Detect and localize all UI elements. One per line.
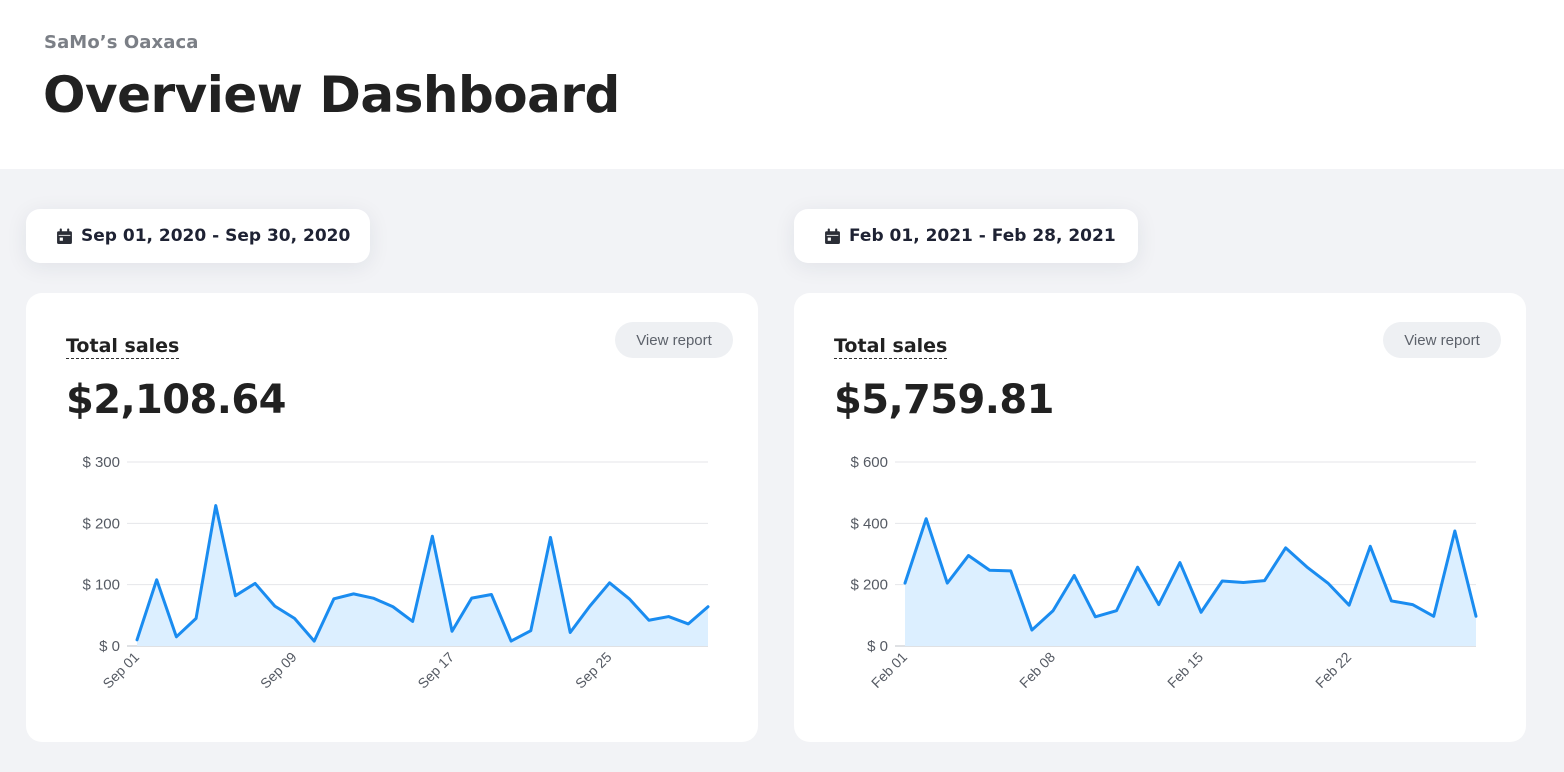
y-tick-label: $ 600 xyxy=(850,454,888,471)
card-title[interactable]: Total sales xyxy=(834,335,948,359)
total-sales-card-left: Total sales View report $2,108.64 xyxy=(26,293,758,742)
y-tick-label: $ 0 xyxy=(99,638,120,655)
y-tick-label: $ 200 xyxy=(82,515,120,532)
x-tick-label: Feb 15 xyxy=(1164,649,1206,691)
sales-line xyxy=(135,504,710,643)
x-tick-label: Feb 08 xyxy=(1016,649,1058,691)
y-tick-label: $ 400 xyxy=(850,515,888,532)
date-range-label: Sep 01, 2020 - Sep 30, 2020 xyxy=(81,226,351,246)
total-sales-value: $2,108.64 xyxy=(66,377,286,423)
y-tick-label: $ 200 xyxy=(850,577,888,594)
x-tick-label: Sep 25 xyxy=(572,649,615,692)
total-sales-card-right: Total sales View report $5,759.81 xyxy=(794,293,1526,742)
date-range-picker-right[interactable]: Feb 01, 2021 - Feb 28, 2021 xyxy=(794,209,1138,263)
sales-area xyxy=(905,518,1476,646)
calendar-icon xyxy=(825,228,840,244)
sales-line xyxy=(903,517,1478,632)
total-sales-value: $5,759.81 xyxy=(834,377,1054,423)
card-title[interactable]: Total sales xyxy=(66,335,180,359)
x-tick-label: Feb 22 xyxy=(1312,649,1354,691)
view-report-button[interactable]: View report xyxy=(615,322,733,358)
x-tick-label: Feb 01 xyxy=(868,649,910,691)
x-tick-label: Sep 01 xyxy=(99,649,142,692)
store-name: SaMo’s Oaxaca xyxy=(44,32,199,53)
y-tick-label: $ 0 xyxy=(867,638,888,655)
date-range-picker-left[interactable]: Sep 01, 2020 - Sep 30, 2020 xyxy=(26,209,370,263)
page-title: Overview Dashboard xyxy=(43,66,620,124)
x-tick-label: Sep 09 xyxy=(257,649,300,692)
y-tick-label: $ 300 xyxy=(82,454,120,471)
date-range-label: Feb 01, 2021 - Feb 28, 2021 xyxy=(849,226,1116,246)
y-tick-label: $ 100 xyxy=(82,577,120,594)
view-report-button[interactable]: View report xyxy=(1383,322,1501,358)
page-header: SaMo’s Oaxaca Overview Dashboard xyxy=(0,0,1564,169)
x-tick-label: Sep 17 xyxy=(414,649,457,692)
calendar-icon xyxy=(57,228,72,244)
